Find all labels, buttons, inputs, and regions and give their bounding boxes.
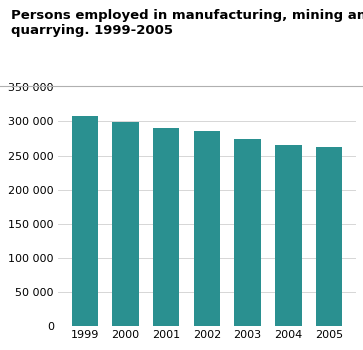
Text: Persons employed in manufacturing, mining and
quarrying. 1999-2005: Persons employed in manufacturing, minin… [11, 9, 363, 37]
Bar [275, 145, 302, 326]
Bar [153, 128, 179, 326]
Bar [194, 131, 220, 326]
Bar [72, 116, 98, 326]
Bar [112, 122, 139, 326]
Bar [234, 139, 261, 326]
Bar [316, 147, 342, 326]
